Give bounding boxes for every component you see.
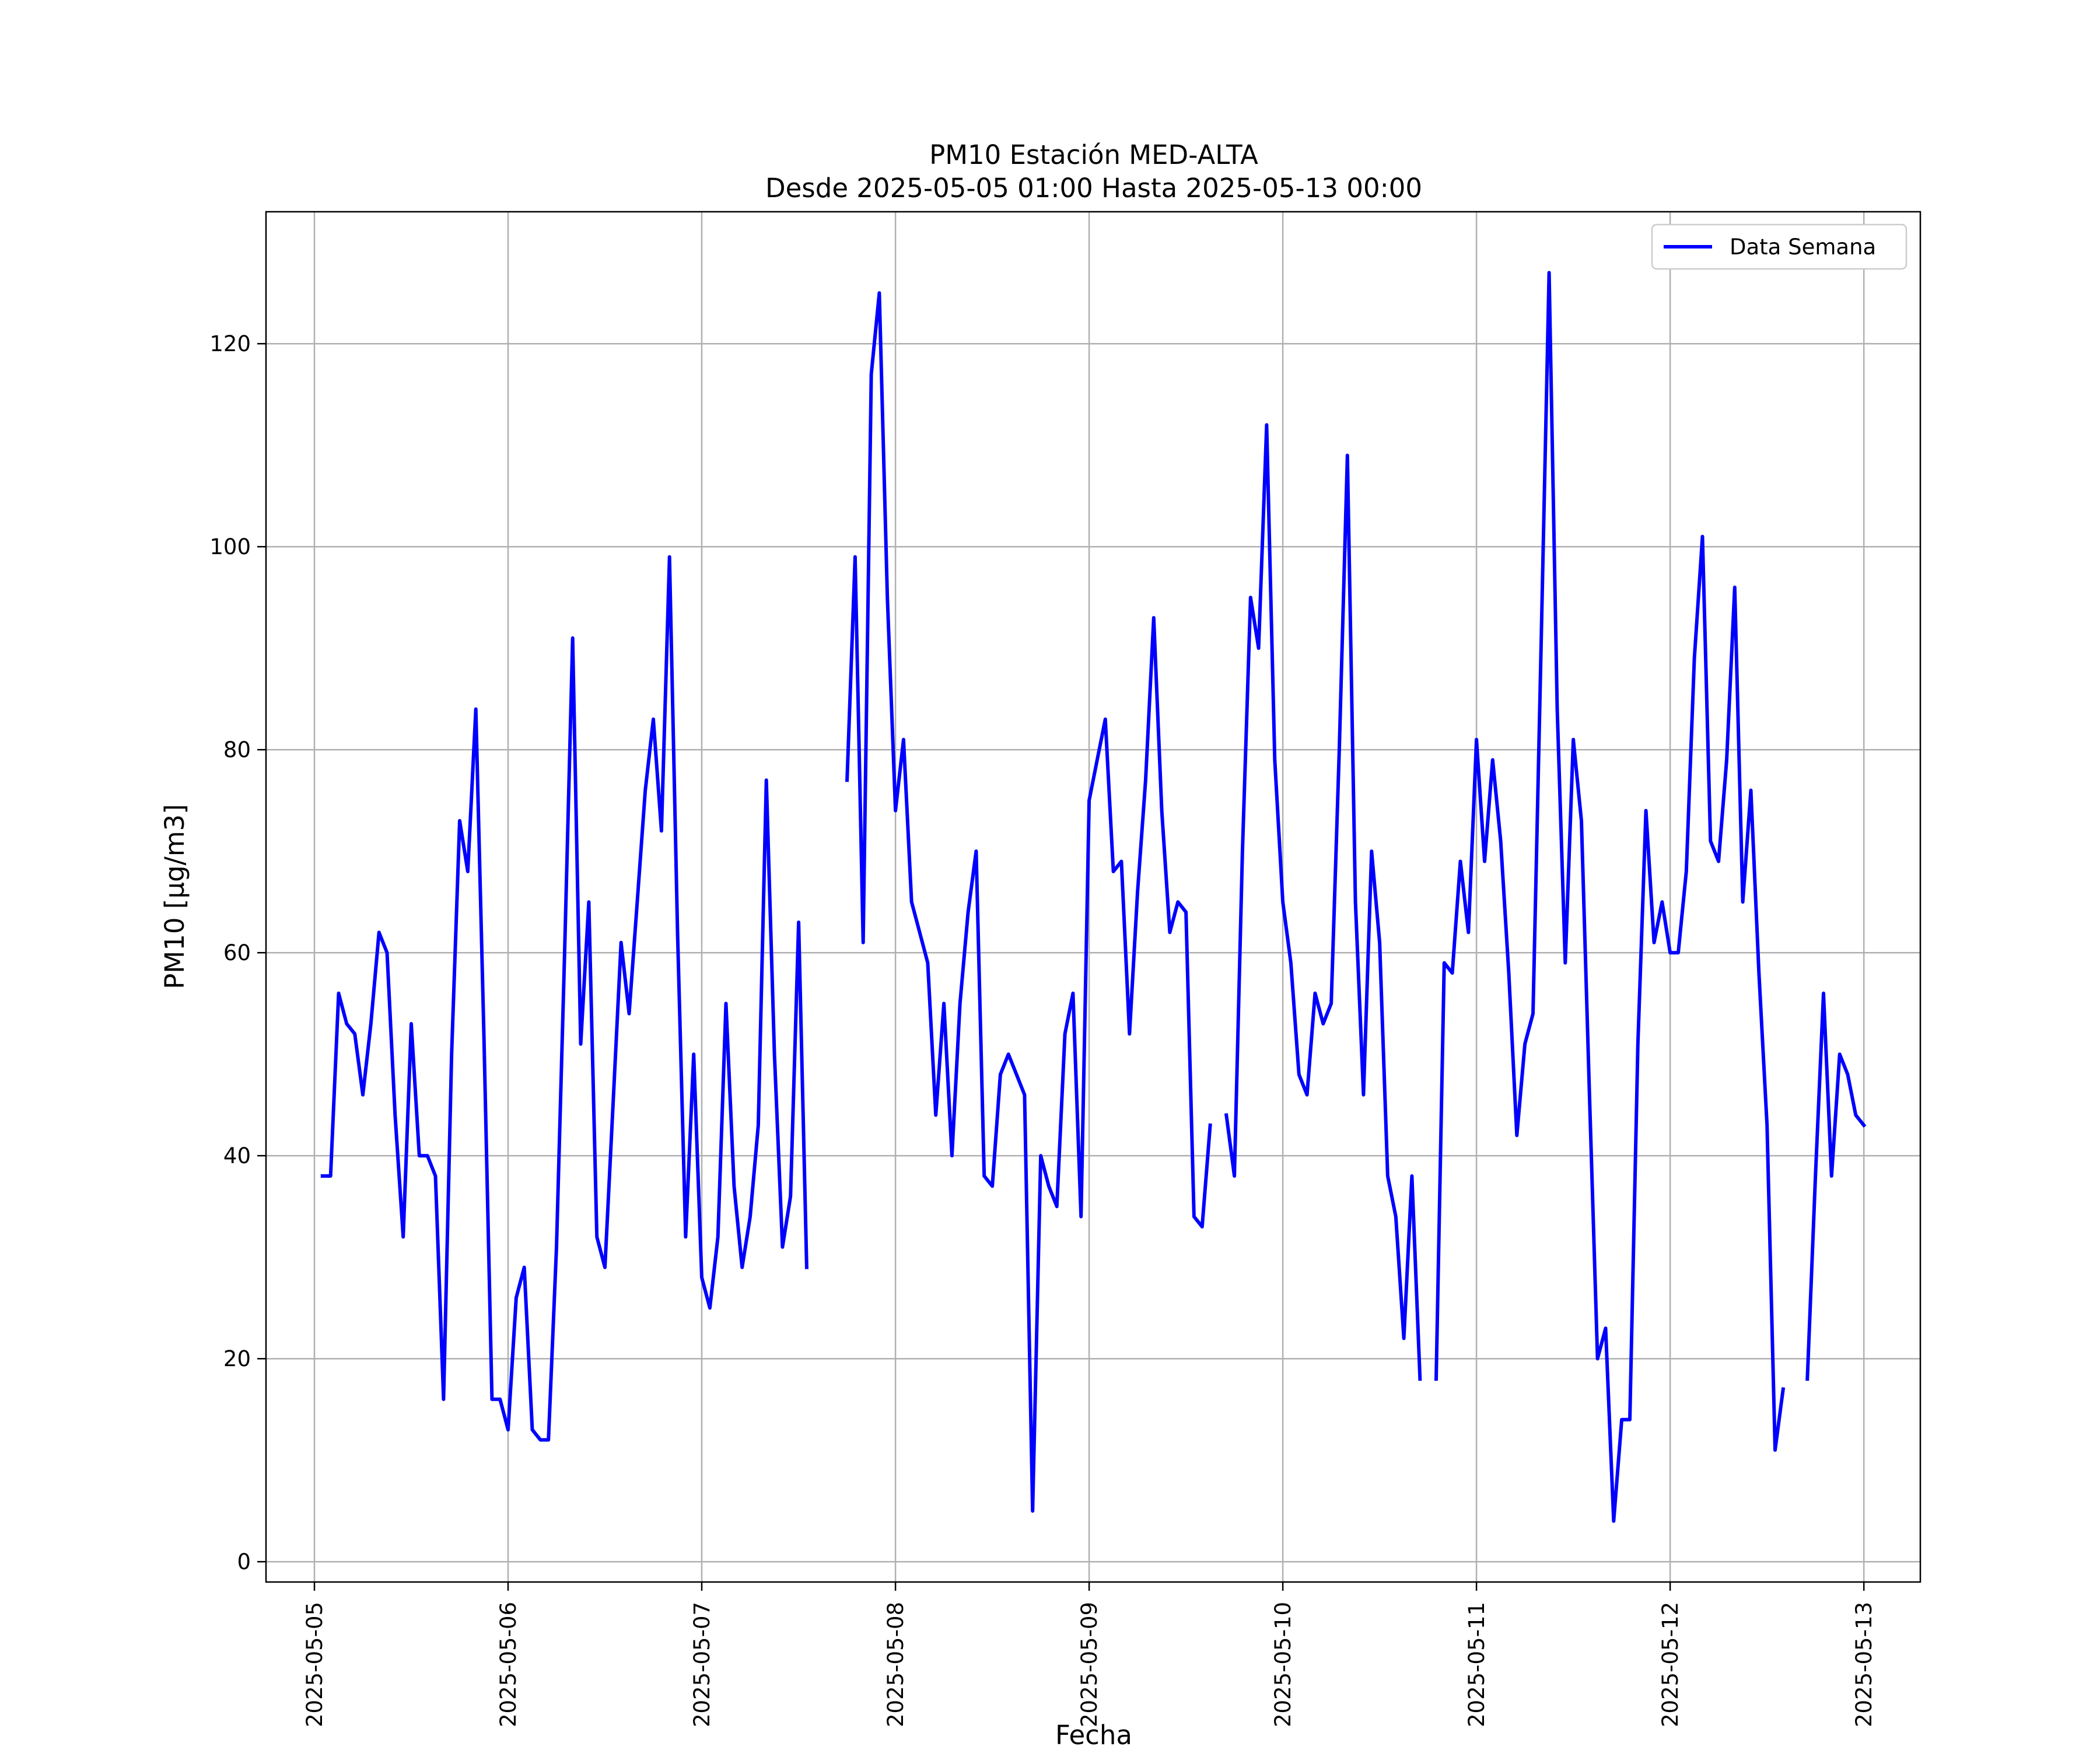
y-tick-label: 20 bbox=[223, 1346, 251, 1371]
y-tick-label: 40 bbox=[223, 1143, 251, 1168]
x-tick-label: 2025-05-10 bbox=[1270, 1602, 1296, 1727]
x-tick-label: 2025-05-09 bbox=[1077, 1602, 1102, 1727]
x-tick-label: 2025-05-13 bbox=[1852, 1602, 1877, 1727]
ticks-layer: 2025-05-05 2025-05-06 2025-05-07 2025-05-08… bbox=[209, 331, 1877, 1727]
y-axis-label: PM10 [μg/m3] bbox=[159, 804, 190, 989]
legend-label: Data Semana bbox=[1730, 235, 1876, 260]
series-line-0 bbox=[320, 271, 1867, 1523]
x-axis-label: Fecha bbox=[1055, 1720, 1132, 1750]
y-tick-label: 120 bbox=[209, 331, 251, 356]
plot-frame bbox=[265, 211, 1922, 1583]
y-tick-label: 0 bbox=[237, 1549, 251, 1574]
x-tick-label: 2025-05-11 bbox=[1464, 1602, 1489, 1727]
x-tick-label: 2025-05-08 bbox=[883, 1602, 908, 1727]
y-tick-label: 60 bbox=[223, 940, 251, 965]
legend-box bbox=[1651, 223, 1908, 270]
x-tick-label: 2025-05-06 bbox=[496, 1602, 521, 1727]
grid-layer bbox=[266, 212, 1920, 1582]
chart-title: PM10 Estación MED-ALTA bbox=[929, 139, 1258, 170]
x-tick-label: 2025-05-12 bbox=[1658, 1602, 1683, 1727]
series-layer bbox=[320, 271, 1867, 1523]
y-tick-label: 100 bbox=[209, 534, 251, 559]
legend: Data Semana bbox=[1651, 223, 1908, 270]
y-tick-label: 80 bbox=[223, 737, 251, 762]
x-tick-label: 2025-05-05 bbox=[302, 1602, 327, 1727]
x-tick-label: 2025-05-07 bbox=[690, 1602, 715, 1727]
chart-subtitle: Desde 2025-05-05 01:00 Hasta 2025-05-13 … bbox=[765, 173, 1422, 204]
